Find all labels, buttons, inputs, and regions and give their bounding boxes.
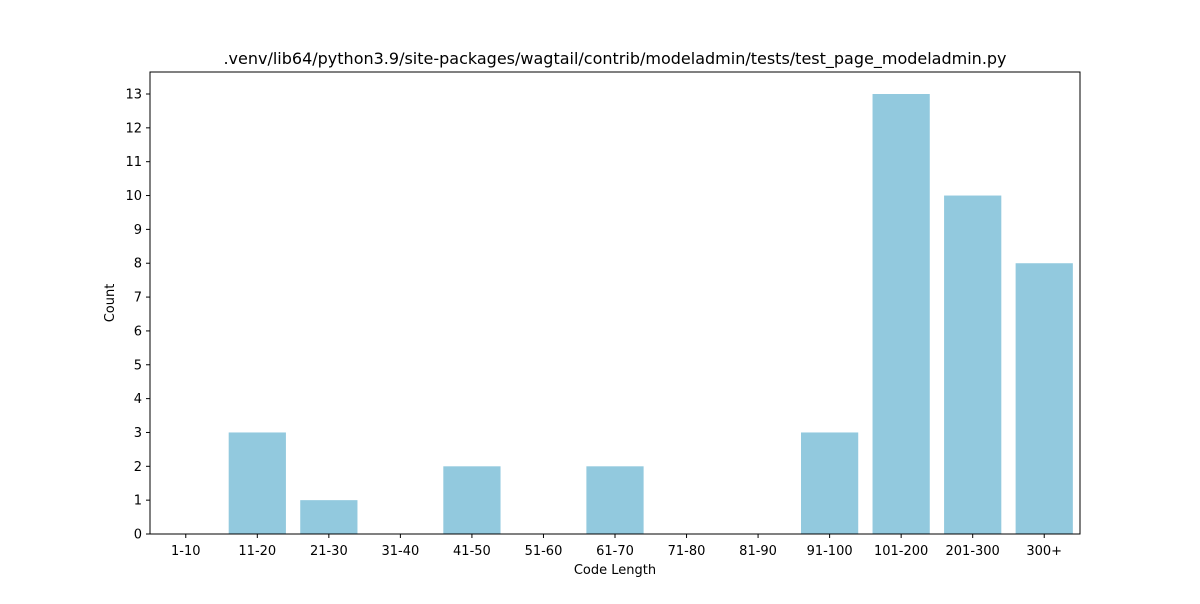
bar-91-100	[801, 432, 859, 534]
y-tick-label: 2	[134, 460, 142, 475]
bar-300+	[1015, 263, 1073, 534]
x-tick-label: 71-80	[668, 544, 706, 559]
y-tick-label: 11	[125, 155, 142, 170]
x-tick-label: 51-60	[525, 544, 563, 559]
x-tick-label: 91-100	[807, 544, 853, 559]
bar-61-70	[586, 466, 644, 534]
y-tick-label: 6	[134, 324, 142, 339]
bar-101-200	[872, 94, 930, 534]
bar-21-30	[300, 500, 358, 534]
y-tick-label: 1	[134, 494, 142, 509]
x-tick-label: 11-20	[238, 544, 276, 559]
x-tick-label: 1-10	[171, 544, 201, 559]
bars-layer	[228, 94, 1073, 535]
y-tick-label: 3	[134, 426, 142, 441]
y-tick-label: 4	[134, 392, 142, 407]
x-tick-label: 61-70	[596, 544, 634, 559]
y-tick-label: 9	[134, 223, 142, 238]
x-tick-label: 300+	[1026, 544, 1062, 559]
y-tick-label: 12	[125, 121, 142, 136]
bar-41-50	[443, 466, 501, 534]
y-tick-label: 0	[134, 528, 142, 543]
x-axis-ticks: 1-10 11-20 21-30 31-40 41-50 51-60 61-70 71-80 8…	[171, 534, 1062, 559]
x-tick-label: 201-300	[946, 544, 1000, 559]
plot-frame	[149, 71, 1081, 535]
bar-201-300	[944, 195, 1002, 535]
x-tick-label: 101-200	[874, 544, 928, 559]
y-axis-label: Count	[103, 284, 118, 323]
y-tick-label: 5	[134, 358, 142, 373]
x-axis-label: Code Length	[574, 563, 656, 578]
chart-title: .venv/lib64/python3.9/site-packages/wagt…	[223, 49, 1006, 69]
y-tick-label: 13	[125, 88, 142, 103]
y-tick-label: 10	[125, 189, 142, 204]
x-tick-label: 81-90	[739, 544, 777, 559]
x-tick-label: 31-40	[381, 544, 419, 559]
x-tick-label: 21-30	[310, 544, 348, 559]
y-tick-label: 7	[134, 291, 142, 306]
bar-11-20	[228, 432, 286, 534]
x-tick-label: 41-50	[453, 544, 491, 559]
y-tick-label: 8	[134, 257, 142, 272]
